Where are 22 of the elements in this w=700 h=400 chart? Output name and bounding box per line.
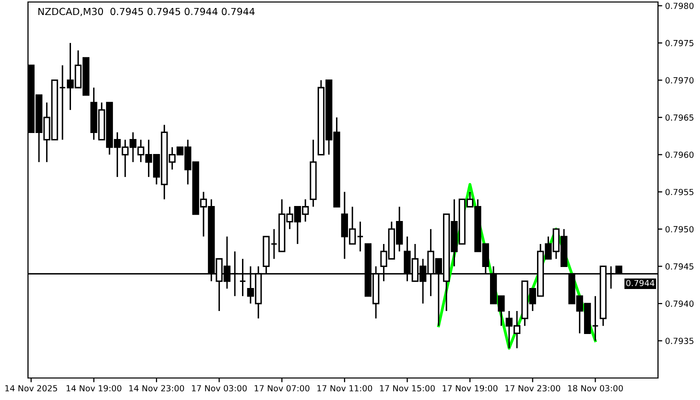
x-tick-label: 17 Nov 03:00 [192,385,247,392]
y-tick-label: 0.7955 [665,188,694,196]
y-tick-label: 0.7975 [665,40,694,46]
y-tick-label: 0.7940 [665,300,694,307]
y-tick-label: 0.7970 [665,77,694,84]
x-tick-label: 14 Nov 2025 [5,385,58,392]
y-tick-label: 0.7935 [665,338,694,344]
x-tick-label: 17 Nov 19:00 [442,385,498,392]
y-tick-label: 0.7950 [665,226,694,232]
x-tick-label: 17 Nov 07:00 [254,385,310,392]
ref-line-label: 0.7944 [626,280,654,286]
x-tick-label: 17 Nov 11:00 [317,385,372,392]
x-tick-label: 18 Nov 03:00 [568,385,623,392]
text: NZDCAD,M30 0.7945 0.7945 0.7944 0.7944 [38,8,255,16]
y-tick-label: 0.7980 [665,2,694,10]
y-tick-label: 0.7945 [665,263,694,270]
y-tick-label: 0.7965 [665,114,694,121]
x-tick-label: 17 Nov 23:00 [505,385,560,392]
x-tick-label: 14 Nov 23:00 [129,385,184,392]
y-tick-label: 0.7960 [665,152,694,158]
x-tick-label: 14 Nov 19:00 [66,385,122,392]
x-tick-label: 17 Nov 15:00 [380,385,435,392]
